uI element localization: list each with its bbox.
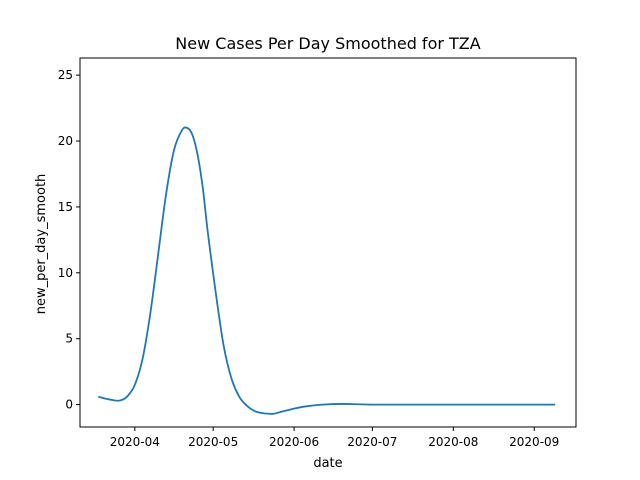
x-tick-label: 2020-05 — [188, 435, 238, 449]
x-tick-label: 2020-08 — [428, 435, 478, 449]
x-tick-label: 2020-06 — [269, 435, 319, 449]
plot-area — [98, 126, 556, 415]
y-tick-label: 10 — [58, 266, 73, 280]
y-axis: 0 5 10 15 20 25 — [58, 68, 80, 412]
plot-frame — [79, 57, 577, 428]
x-tick-label: 2020-09 — [509, 435, 559, 449]
y-axis-label: new_per_day_smooth — [34, 174, 49, 315]
series-line — [98, 126, 556, 415]
chart-title: New Cases Per Day Smoothed for TZA — [175, 34, 480, 53]
x-axis: 2020-04 2020-05 2020-06 2020-07 2020-08 2020-… — [110, 427, 559, 449]
y-tick-label: 15 — [58, 200, 73, 214]
x-axis-label: date — [313, 456, 342, 471]
y-tick-label: 25 — [58, 68, 73, 82]
y-tick-label: 5 — [65, 332, 73, 346]
y-tick-label: 0 — [65, 398, 73, 412]
x-tick-label: 2020-04 — [110, 435, 160, 449]
x-tick-label: 2020-07 — [347, 435, 397, 449]
y-tick-label: 20 — [58, 134, 73, 148]
